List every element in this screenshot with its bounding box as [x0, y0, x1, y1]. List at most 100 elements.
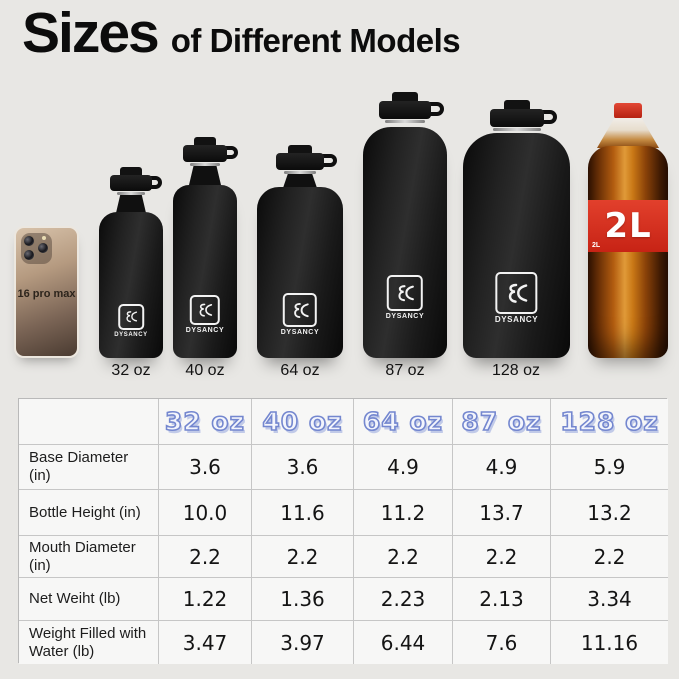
header-label: 32 oz	[164, 406, 246, 437]
bottle-body: DYSANCY	[99, 212, 163, 358]
table-cell: 3.97	[252, 621, 354, 664]
table-header-40oz: 40 oz	[252, 399, 354, 445]
bottle-cap-knob	[288, 145, 312, 154]
bottle-body: DYSANCY	[463, 133, 570, 358]
table-corner-cell	[19, 399, 159, 445]
row-label-weight-filled: Weight Filled with Water (lb)	[19, 621, 159, 664]
bottle-cap-lid	[379, 101, 431, 119]
camera-lens-icon	[37, 242, 49, 254]
table-cell: 3.6	[252, 445, 354, 490]
spec-table: 32 oz 40 oz 64 oz 87 oz 128 oz Base Diam…	[18, 398, 668, 664]
bottle-steel-ring	[117, 192, 145, 195]
brand-name: DYSANCY	[114, 332, 148, 338]
header-label: 64 oz	[362, 406, 444, 437]
bottle-caption-64oz: 64 oz	[280, 362, 320, 379]
bottle-cap-knob	[503, 100, 530, 110]
bottle-body: DYSANCY	[173, 185, 237, 358]
table-cell: 13.2	[551, 490, 668, 536]
brand-logo: DYSANCY	[186, 295, 224, 334]
camera-lens-icon	[23, 235, 35, 247]
bottle-body: DYSANCY	[257, 187, 343, 358]
bottle-cap-knob	[194, 137, 216, 146]
row-label-base-diameter: Base Diameter (in)	[19, 445, 159, 490]
header-label: 128 oz	[559, 406, 659, 437]
table-cell: 2.2	[354, 536, 453, 578]
soda-volume-small-label: 2L	[592, 242, 601, 249]
row-label-bottle-height: Bottle Height (in)	[19, 490, 159, 536]
dysancy-logo-icon	[190, 295, 220, 325]
camera-flash-icon	[42, 236, 46, 240]
table-cell: 2.2	[159, 536, 252, 578]
table-cell: 2.13	[453, 578, 551, 621]
brand-logo: DYSANCY	[495, 272, 538, 324]
brand-logo: DYSANCY	[281, 293, 319, 336]
table-cell: 11.16	[551, 621, 668, 664]
bottle-caption-128oz: 128 oz	[491, 362, 541, 379]
table-header-32oz: 32 oz	[159, 399, 252, 445]
title-sub: of Different Models	[170, 22, 461, 59]
table-cell: 2.2	[252, 536, 354, 578]
phone-label: 16 pro max	[17, 288, 76, 300]
bottle-cap-knob	[120, 167, 142, 176]
bottle-neck	[189, 166, 221, 185]
bottle-neck	[116, 195, 146, 213]
table-cell: 3.34	[551, 578, 668, 621]
table-header-87oz: 87 oz	[453, 399, 551, 445]
dysancy-logo-icon	[495, 272, 538, 314]
row-label-mouth-diameter: Mouth Diameter (in)	[19, 536, 159, 578]
table-cell: 3.47	[159, 621, 252, 664]
row-label-net-weight: Net Weiht (lb)	[19, 578, 159, 621]
table-cell: 11.6	[252, 490, 354, 536]
bottle-40oz: DYSANCY	[173, 137, 238, 358]
table-cell: 3.6	[159, 445, 252, 490]
table-cell: 2.23	[354, 578, 453, 621]
brand-logo: DYSANCY	[386, 275, 424, 320]
bottle-body: DYSANCY	[363, 127, 447, 358]
dysancy-logo-icon	[283, 293, 317, 327]
brand-name: DYSANCY	[385, 313, 425, 320]
page-title: Sizes of Different Models	[22, 1, 461, 65]
soda-neck	[597, 118, 659, 148]
dysancy-logo-icon	[117, 304, 144, 330]
soda-label: 2L 2L	[588, 200, 668, 252]
soda-body	[588, 146, 668, 358]
bottle-32oz: DYSANCY	[99, 167, 163, 358]
bottle-caption-87oz: 87 oz	[385, 362, 425, 379]
bottle-cap-knob	[392, 92, 418, 102]
bottle-steel-ring	[492, 128, 541, 131]
table-cell: 1.36	[252, 578, 354, 621]
bottle-steel-ring	[284, 171, 316, 174]
table-cell: 2.2	[551, 536, 668, 578]
phone-image: 16 pro max	[14, 226, 79, 358]
brand-name: DYSANCY	[494, 315, 539, 324]
phone-camera-icon	[21, 233, 52, 264]
bottle-cap-lid	[276, 153, 324, 170]
bottle-64oz: DYSANCY	[257, 145, 343, 358]
soda-cap	[614, 103, 642, 119]
bottle-neck	[283, 174, 317, 188]
bottle-cap-lid	[110, 175, 152, 191]
title-main: Sizes	[22, 1, 160, 65]
header-label: 87 oz	[461, 406, 542, 437]
brand-name: DYSANCY	[280, 329, 320, 336]
soda-bottle-2l: 2L 2L	[586, 103, 670, 358]
bottle-steel-ring	[190, 163, 220, 166]
table-cell: 10.0	[159, 490, 252, 536]
bottle-128oz: DYSANCY	[463, 100, 570, 358]
dysancy-logo-icon	[387, 275, 423, 311]
bottle-steel-ring	[385, 120, 425, 123]
bottle-caption-32oz: 32 oz	[111, 362, 151, 379]
table-cell: 13.7	[453, 490, 551, 536]
table-cell: 1.22	[159, 578, 252, 621]
table-cell: 7.6	[453, 621, 551, 664]
table-header-64oz: 64 oz	[354, 399, 453, 445]
table-cell: 6.44	[354, 621, 453, 664]
camera-lens-icon	[23, 249, 35, 261]
bottle-cap-lid	[489, 109, 544, 127]
table-cell: 4.9	[453, 445, 551, 490]
brand-name: DYSANCY	[185, 327, 225, 334]
table-cell: 11.2	[354, 490, 453, 536]
bottle-cap-lid	[183, 145, 227, 162]
soda-volume-label: 2L	[604, 206, 652, 246]
